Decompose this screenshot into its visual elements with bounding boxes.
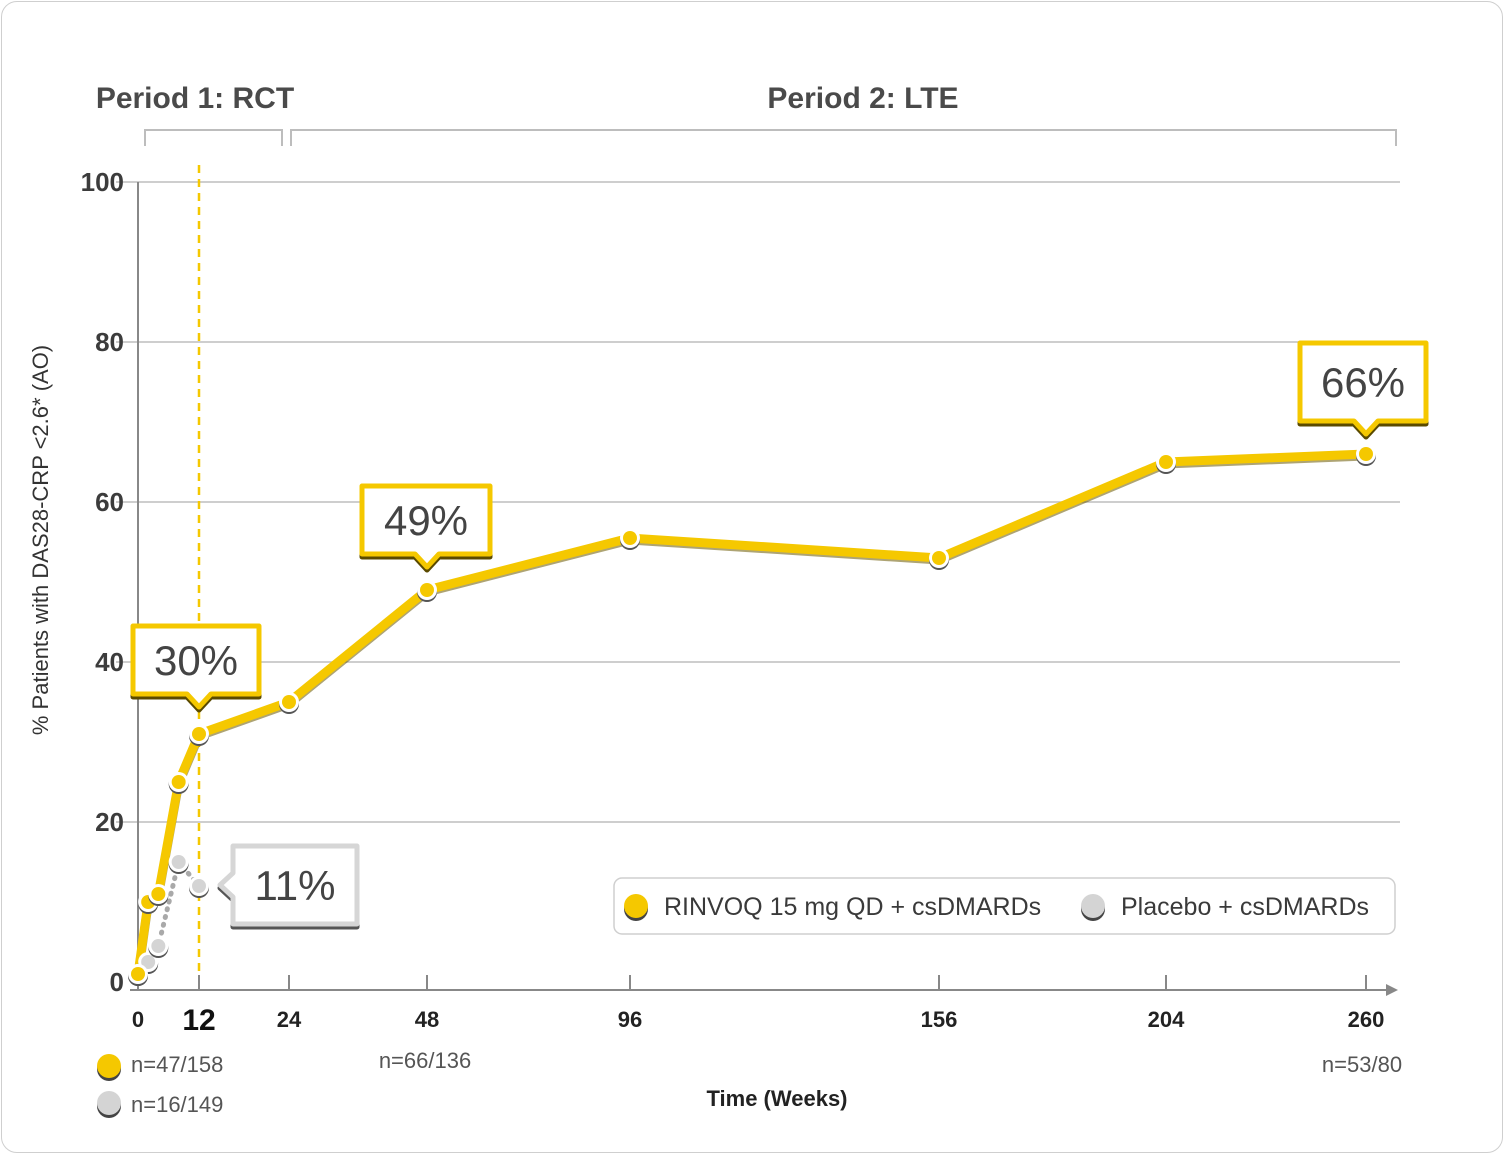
marker-fill — [192, 727, 206, 741]
x-tick-label: 24 — [277, 1007, 302, 1032]
marker-fill — [282, 695, 296, 709]
legend-item: Placebo + csDMARDs — [1081, 893, 1369, 921]
y-tick-label: 40 — [95, 647, 124, 677]
x-tick-label: 156 — [921, 1007, 958, 1032]
y-tick-label: 100 — [81, 167, 124, 197]
callout-text: 49% — [384, 497, 468, 544]
legend-swatch — [1081, 894, 1105, 918]
marker-fill — [151, 887, 166, 901]
y-axis-title: % Patients with DAS28-CRP <2.6* (AO) — [28, 345, 53, 735]
y-tick-label: 20 — [95, 807, 124, 837]
rinvoq-point — [128, 964, 148, 986]
legend-swatch — [624, 894, 648, 918]
period-label: Period 2: LTE — [767, 82, 958, 115]
callout-box — [130, 623, 262, 710]
placebo-point — [189, 876, 209, 898]
placebo-point — [168, 852, 189, 874]
rinvoq-point — [1156, 452, 1176, 474]
x-tick-label: 12 — [182, 1004, 215, 1037]
legend-label: Placebo + csDMARDs — [1121, 893, 1369, 921]
x-tick-label: 0 — [132, 1007, 144, 1032]
legend-label: RINVOQ 15 mg QD + csDMARDs — [664, 893, 1041, 921]
callout-49-percent: 49% — [359, 483, 493, 573]
x-axis-arrow — [1386, 984, 1398, 996]
marker-fill — [171, 855, 186, 869]
callout-box — [217, 843, 360, 927]
marker-fill — [141, 955, 156, 969]
marker-fill — [1159, 455, 1173, 469]
x-tick-label: 204 — [1148, 1007, 1185, 1032]
callout-box — [359, 483, 493, 570]
callout-box — [1297, 340, 1429, 437]
period-bracket — [290, 129, 1397, 146]
rinvoq-point — [189, 724, 209, 746]
marker-fill — [420, 583, 434, 597]
y-tick-label: 80 — [95, 327, 124, 357]
callout-text: 66% — [1321, 359, 1405, 406]
placebo-point — [148, 936, 169, 958]
callout-text: 11% — [255, 862, 336, 909]
sample-size-label: n=53/80 — [1322, 1052, 1402, 1077]
sample-size: n=47/158 — [97, 1052, 223, 1081]
rinvoq-point — [168, 772, 189, 794]
sample-size: n=16/149 — [97, 1091, 223, 1118]
sample-size-label: n=47/158 — [131, 1052, 223, 1077]
x-tick-label: 48 — [415, 1007, 439, 1032]
rinvoq-point — [929, 548, 949, 570]
period-bracket — [144, 129, 283, 146]
sample-size-swatch — [97, 1091, 121, 1115]
x-tick-label: 260 — [1348, 1007, 1385, 1032]
rinvoq-point — [620, 528, 640, 550]
marker-fill — [131, 967, 145, 981]
callout-text: 30% — [154, 637, 238, 684]
rinvoq-point — [417, 580, 437, 602]
rinvoq-point — [1356, 444, 1376, 466]
y-tick-label: 60 — [95, 487, 124, 517]
marker-fill — [151, 939, 166, 953]
marker-fill — [623, 531, 637, 545]
rinvoq-point — [279, 692, 299, 714]
legend-item: RINVOQ 15 mg QD + csDMARDs — [624, 893, 1041, 921]
callout-30-percent: 30% — [130, 623, 262, 713]
marker-fill — [192, 879, 206, 893]
sample-size-swatch — [97, 1054, 121, 1078]
x-axis-title: Time (Weeks) — [706, 1086, 847, 1111]
marker-fill — [1359, 447, 1373, 461]
callout-11-percent: 11% — [217, 843, 360, 930]
marker-fill — [932, 551, 946, 565]
marker-fill — [171, 775, 186, 789]
period-label: Period 1: RCT — [96, 82, 294, 115]
sample-size-label: n=66/136 — [379, 1048, 471, 1073]
rinvoq-point — [148, 884, 169, 906]
callout-66-percent: 66% — [1297, 340, 1429, 440]
legend-box — [613, 877, 1396, 935]
sample-size-label: n=16/149 — [131, 1092, 223, 1117]
y-tick-label: 0 — [110, 967, 124, 997]
sample-size: n=66/136 — [379, 1048, 471, 1073]
legend: RINVOQ 15 mg QD + csDMARDs Placebo + csDM… — [613, 877, 1396, 935]
sample-size: n=53/80 — [1322, 1052, 1402, 1077]
x-tick-label: 96 — [618, 1007, 642, 1032]
